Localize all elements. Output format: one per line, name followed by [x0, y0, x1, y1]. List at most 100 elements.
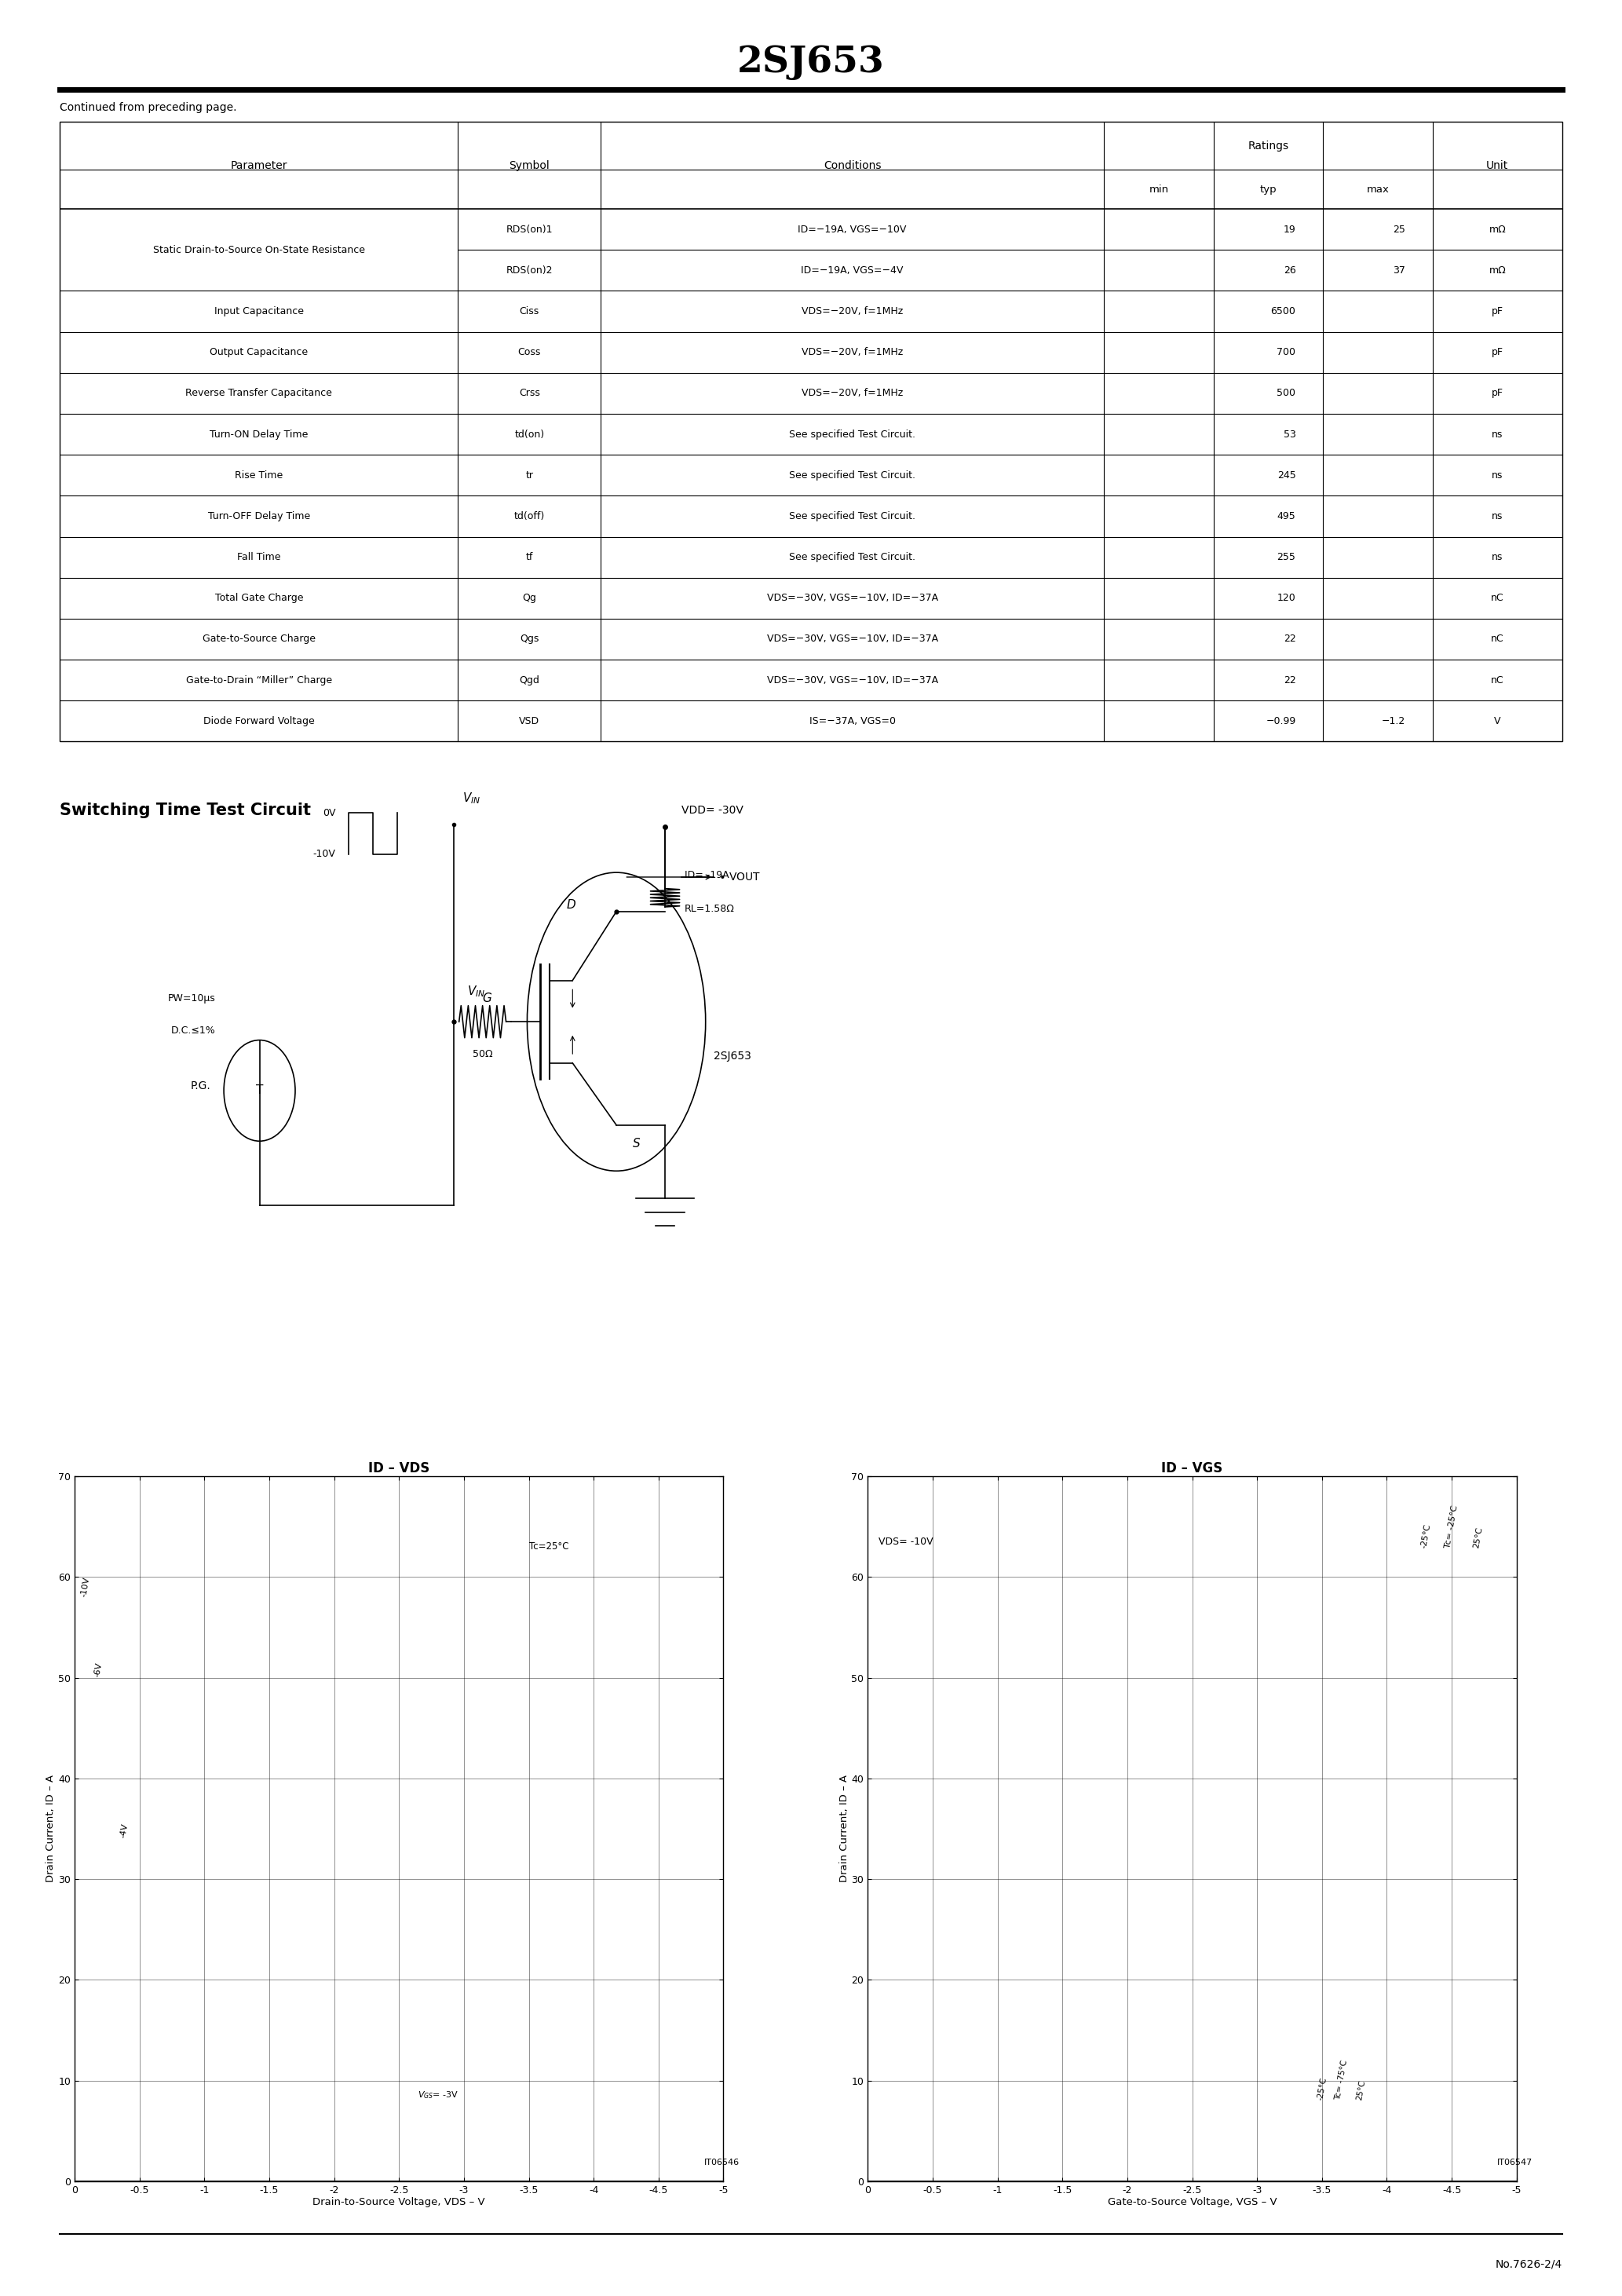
Title: ID – VDS: ID – VDS: [368, 1460, 430, 1474]
Text: Gate-to-Drain “Miller” Charge: Gate-to-Drain “Miller” Charge: [187, 675, 333, 684]
Text: 6500: 6500: [1270, 305, 1296, 317]
Text: ns: ns: [1492, 512, 1504, 521]
Text: 37: 37: [1393, 266, 1405, 276]
X-axis label: Gate-to-Source Voltage, VGS – V: Gate-to-Source Voltage, VGS – V: [1108, 2197, 1277, 2209]
Text: Ciss: Ciss: [519, 305, 539, 317]
Text: −1.2: −1.2: [1382, 716, 1405, 726]
Text: T: T: [256, 1084, 263, 1097]
Text: 255: 255: [1277, 551, 1296, 563]
Text: 495: 495: [1277, 512, 1296, 521]
Text: RDS(on)1: RDS(on)1: [506, 225, 553, 234]
Text: Rise Time: Rise Time: [235, 471, 284, 480]
Text: -10V: -10V: [313, 850, 336, 859]
Text: VDS=−30V, VGS=−10V, ID=−37A: VDS=−30V, VGS=−10V, ID=−37A: [767, 675, 938, 684]
Text: 22: 22: [1283, 675, 1296, 684]
Text: max: max: [1367, 184, 1390, 195]
Text: Static Drain-to-Source On-State Resistance: Static Drain-to-Source On-State Resistan…: [152, 246, 365, 255]
Text: -10V: -10V: [79, 1575, 91, 1598]
Text: nC: nC: [1491, 592, 1504, 604]
Text: Crss: Crss: [519, 388, 540, 400]
Text: $V_{IN}$: $V_{IN}$: [467, 985, 485, 999]
Text: VDS=−30V, VGS=−10V, ID=−37A: VDS=−30V, VGS=−10V, ID=−37A: [767, 634, 938, 645]
Text: See specified Test Circuit.: See specified Test Circuit.: [790, 471, 915, 480]
Text: Coss: Coss: [517, 347, 540, 358]
Text: td(off): td(off): [514, 512, 545, 521]
Text: ns: ns: [1492, 551, 1504, 563]
Text: pF: pF: [1492, 305, 1504, 317]
Text: ns: ns: [1492, 471, 1504, 480]
Text: 2SJ653: 2SJ653: [738, 44, 884, 80]
Text: Qgs: Qgs: [519, 634, 539, 645]
Text: 26: 26: [1283, 266, 1296, 276]
Text: 50Ω: 50Ω: [472, 1049, 493, 1058]
Text: nC: nC: [1491, 675, 1504, 684]
Bar: [60, 122, 1562, 742]
Text: S: S: [633, 1137, 641, 1150]
Title: ID – VGS: ID – VGS: [1161, 1460, 1223, 1474]
Text: ID=−19A, VGS=−10V: ID=−19A, VGS=−10V: [798, 225, 907, 234]
Text: tr: tr: [526, 471, 534, 480]
Text: 0V: 0V: [323, 808, 336, 817]
Text: VDS= -10V: VDS= -10V: [878, 1536, 933, 1548]
Text: 19: 19: [1283, 225, 1296, 234]
Text: IS=−37A, VGS=0: IS=−37A, VGS=0: [809, 716, 895, 726]
Text: Reverse Transfer Capacitance: Reverse Transfer Capacitance: [185, 388, 333, 400]
Text: 120: 120: [1277, 592, 1296, 604]
Text: IT06547: IT06547: [1497, 2158, 1533, 2165]
Text: pF: pF: [1492, 347, 1504, 358]
Text: VDS=−20V, f=1MHz: VDS=−20V, f=1MHz: [801, 388, 903, 400]
Text: $V_{GS}$= -3V: $V_{GS}$= -3V: [417, 2089, 459, 2101]
Text: Diode Forward Voltage: Diode Forward Voltage: [203, 716, 315, 726]
Text: Total Gate Charge: Total Gate Charge: [214, 592, 303, 604]
Text: -6V: -6V: [92, 1662, 104, 1678]
Text: pF: pF: [1492, 388, 1504, 400]
Text: ID= -19A: ID= -19A: [684, 870, 728, 879]
Text: VDS=−20V, f=1MHz: VDS=−20V, f=1MHz: [801, 347, 903, 358]
Text: Unit: Unit: [1486, 161, 1508, 170]
Text: Qgd: Qgd: [519, 675, 540, 684]
Text: Gate-to-Source Charge: Gate-to-Source Charge: [203, 634, 316, 645]
X-axis label: Drain-to-Source Voltage, VDS – V: Drain-to-Source Voltage, VDS – V: [313, 2197, 485, 2209]
Text: 245: 245: [1277, 471, 1296, 480]
Text: Tc= -25°C: Tc= -25°C: [1444, 1504, 1460, 1548]
Text: Continued from preceding page.: Continued from preceding page.: [60, 103, 237, 113]
Text: RL=1.58Ω: RL=1.58Ω: [684, 905, 735, 914]
Text: mΩ: mΩ: [1489, 266, 1505, 276]
Text: min: min: [1148, 184, 1168, 195]
Text: nC: nC: [1491, 634, 1504, 645]
Text: No.7626-2/4: No.7626-2/4: [1495, 2259, 1562, 2268]
Text: D: D: [566, 898, 576, 912]
Text: 53: 53: [1283, 429, 1296, 439]
Text: PW=10μs: PW=10μs: [169, 994, 216, 1003]
Text: -25°C: -25°C: [1315, 2076, 1328, 2101]
Text: Turn-ON Delay Time: Turn-ON Delay Time: [209, 429, 308, 439]
Text: 22: 22: [1283, 634, 1296, 645]
Text: Symbol: Symbol: [509, 161, 550, 170]
Text: Tc=25°C: Tc=25°C: [529, 1541, 568, 1552]
Text: Qg: Qg: [522, 592, 537, 604]
Text: ID=−19A, VGS=−4V: ID=−19A, VGS=−4V: [801, 266, 903, 276]
Text: Turn-OFF Delay Time: Turn-OFF Delay Time: [208, 512, 310, 521]
Text: 500: 500: [1277, 388, 1296, 400]
Text: Fall Time: Fall Time: [237, 551, 281, 563]
Text: typ: typ: [1260, 184, 1277, 195]
Text: RDS(on)2: RDS(on)2: [506, 266, 553, 276]
Text: Parameter: Parameter: [230, 161, 287, 170]
Text: 2SJ653: 2SJ653: [714, 1052, 751, 1061]
Text: VDD= -30V: VDD= -30V: [681, 806, 743, 815]
Text: Ratings: Ratings: [1247, 140, 1289, 152]
Text: V: V: [1494, 716, 1500, 726]
Y-axis label: Drain Current, ID – A: Drain Current, ID – A: [45, 1775, 57, 1883]
Text: Tc= -75°C: Tc= -75°C: [1333, 2060, 1350, 2101]
Text: ns: ns: [1492, 429, 1504, 439]
Text: IT06546: IT06546: [704, 2158, 740, 2165]
Text: Conditions: Conditions: [824, 161, 881, 170]
Text: $\bullet$ VOUT: $\bullet$ VOUT: [719, 872, 761, 882]
Text: $V_{IN}$: $V_{IN}$: [462, 792, 480, 806]
Text: See specified Test Circuit.: See specified Test Circuit.: [790, 551, 915, 563]
Text: 25°C: 25°C: [1471, 1527, 1484, 1548]
Text: See specified Test Circuit.: See specified Test Circuit.: [790, 429, 915, 439]
Text: mΩ: mΩ: [1489, 225, 1505, 234]
Text: Switching Time Test Circuit: Switching Time Test Circuit: [60, 804, 311, 817]
Text: P.G.: P.G.: [191, 1081, 211, 1091]
